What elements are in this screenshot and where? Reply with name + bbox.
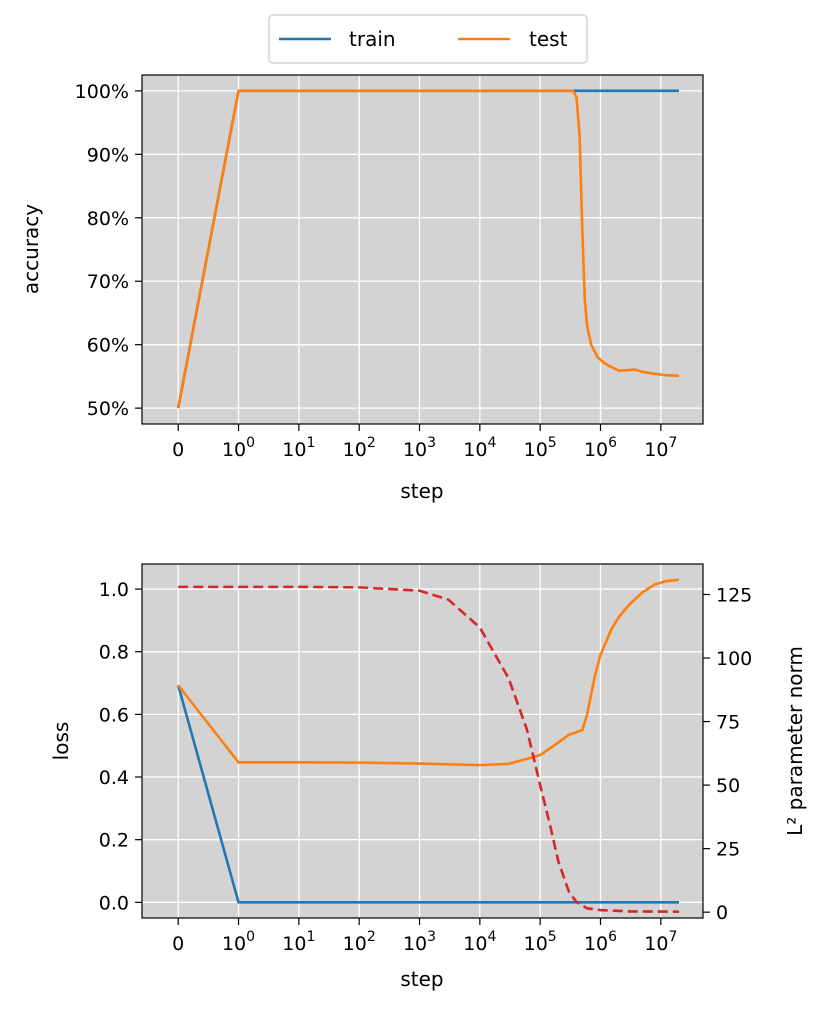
y-tick-label: 0.2: [99, 830, 129, 852]
x-tick-base: 10: [282, 439, 306, 461]
loss-frame: [141, 563, 704, 919]
x-tick-label: 102: [343, 929, 376, 955]
x-tick-label: 104: [463, 435, 496, 461]
accuracy-y-label: accuracy: [19, 204, 43, 294]
x-tick-label: 104: [463, 929, 496, 955]
accuracy-frame: [141, 74, 704, 425]
series-norm-line: [178, 585, 679, 913]
y-tick-label: 80%: [87, 208, 129, 230]
y-tick-label: 0.4: [99, 767, 129, 789]
x-tick-exponent: 7: [668, 435, 677, 451]
x-tick-exponent: 6: [608, 435, 617, 451]
x-tick-base: 10: [222, 933, 246, 955]
x-tick-base: 10: [463, 933, 487, 955]
x-tick-exponent: 2: [367, 929, 376, 945]
x-tick-label: 101: [282, 929, 315, 955]
x-tick-label: 100: [222, 929, 255, 955]
loss-plot-area: [142, 564, 703, 918]
x-tick-exponent: 0: [246, 435, 255, 451]
y-tick-label: 0.8: [99, 642, 129, 664]
x-tick-exponent: 7: [668, 929, 677, 945]
x-tick-exponent: 1: [306, 435, 315, 451]
accuracy-chart: 0 100 101 102 103 104 105 106 107 50%60%70%80%90…: [19, 74, 704, 503]
loss-lines: [176, 578, 680, 913]
accuracy-x-ticks: 0 100 101 102 103 104 105 106 107: [172, 424, 677, 461]
y-tick-label: 0.6: [99, 704, 129, 726]
right-y-tick-label: 125: [716, 584, 752, 606]
x-tick-base: 10: [343, 439, 367, 461]
x-tick-base: 10: [524, 439, 548, 461]
x-tick-base: 10: [403, 439, 427, 461]
y-tick-label: 100%: [75, 81, 129, 103]
x-tick-label: 106: [584, 929, 617, 955]
legend-test-label: test: [529, 27, 568, 51]
y-tick-label: 90%: [87, 144, 129, 166]
x-tick-label: 101: [282, 435, 315, 461]
x-tick-exponent: 5: [548, 435, 557, 451]
x-tick-base: 10: [584, 933, 608, 955]
x-tick-base: 10: [644, 439, 668, 461]
x-tick-base: 0: [172, 933, 184, 955]
right-y-tick-label: 50: [716, 775, 740, 797]
x-tick-label: 107: [644, 929, 677, 955]
y-tick-label: 50%: [87, 398, 129, 420]
x-tick-base: 10: [644, 933, 668, 955]
y-tick-label: 0.0: [99, 892, 129, 914]
y-tick-label: 60%: [87, 335, 129, 357]
x-tick-exponent: 5: [548, 929, 557, 945]
loss-x-ticks: 0 100 101 102 103 104 105 106 107: [172, 918, 677, 955]
loss-chart: 0 100 101 102 103 104 105 106 107 0.00.20.40.60.…: [49, 563, 807, 991]
loss-y-label: loss: [49, 722, 73, 761]
x-tick-label: 100: [222, 435, 255, 461]
right-y-tick-label: 100: [716, 648, 752, 670]
x-tick-exponent: 6: [608, 929, 617, 945]
x-tick-label: 107: [644, 435, 677, 461]
x-tick-label: 105: [524, 929, 557, 955]
x-tick-base: 10: [524, 933, 548, 955]
x-tick-exponent: 3: [427, 435, 436, 451]
series-test-line: [177, 578, 680, 767]
x-tick-exponent: 1: [306, 929, 315, 945]
x-tick-label: 106: [584, 435, 617, 461]
y-tick-label: 70%: [87, 271, 129, 293]
y-tick-label: 1.0: [99, 579, 129, 601]
x-tick-base: 10: [222, 439, 246, 461]
x-tick-exponent: 4: [487, 929, 496, 945]
x-tick-exponent: 3: [427, 929, 436, 945]
x-tick-label: 0: [172, 439, 184, 461]
series-train-line: [176, 684, 679, 904]
x-tick-base: 10: [403, 933, 427, 955]
right-y-tick-label: 0: [716, 902, 728, 924]
loss-right-y-ticks: 0 25 50 75 100 125: [703, 584, 752, 924]
accuracy-x-label: step: [400, 479, 443, 503]
loss-x-label: step: [400, 967, 443, 991]
legend: train test: [268, 14, 588, 64]
right-y-tick-label: 25: [716, 839, 740, 861]
x-tick-label: 103: [403, 929, 436, 955]
x-tick-base: 10: [584, 439, 608, 461]
x-tick-base: 10: [282, 933, 306, 955]
accuracy-y-ticks: 50% 60% 70% 80% 90% 100%: [75, 81, 142, 420]
x-tick-label: 105: [524, 435, 557, 461]
x-tick-base: 10: [463, 439, 487, 461]
x-tick-exponent: 4: [487, 435, 496, 451]
x-tick-label: 102: [343, 435, 376, 461]
right-y-tick-label: 75: [716, 712, 740, 734]
accuracy-lines: [176, 89, 680, 409]
series-test-line: [176, 89, 680, 409]
loss-grid: [142, 564, 703, 918]
legend-frame: [268, 14, 588, 64]
norm-y-label: L² parameter norm: [783, 646, 807, 836]
x-tick-base: 10: [343, 933, 367, 955]
legend-train-label: train: [349, 27, 396, 51]
x-tick-base: 0: [172, 439, 184, 461]
x-tick-exponent: 2: [367, 435, 376, 451]
loss-y-ticks: 0.0 0.2 0.4 0.6 0.8 1.0: [99, 579, 142, 914]
x-tick-label: 0: [172, 933, 184, 955]
x-tick-exponent: 0: [246, 929, 255, 945]
x-tick-label: 103: [403, 435, 436, 461]
